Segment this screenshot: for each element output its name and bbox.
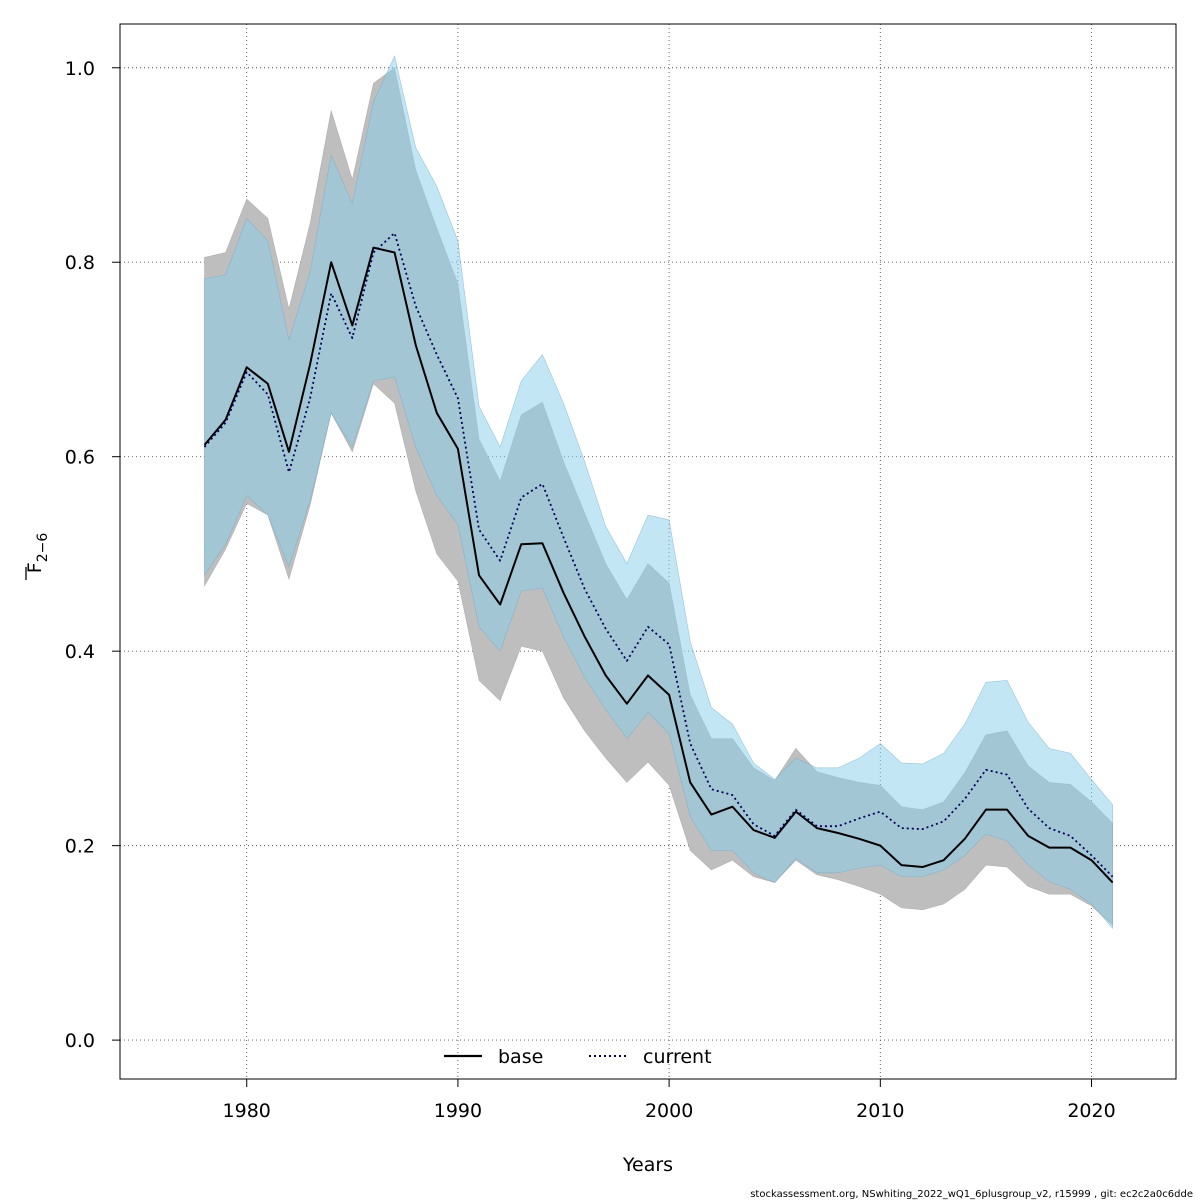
svg-text:F2−6: F2−6 <box>24 533 51 574</box>
x-axis-ticks: 1980 1990 2000 2010 2020 <box>223 1079 1116 1122</box>
plot-frame <box>119 23 1177 1080</box>
y-axis-label-subscript: 2−6 <box>35 533 51 563</box>
y-axis-label-main: F <box>24 562 46 573</box>
y-axis-ticks: 0.0 0.2 0.4 0.6 0.8 1.0 <box>65 58 120 1052</box>
legend-label-base: base <box>498 1046 543 1068</box>
line-current <box>203 232 1114 878</box>
x-tick-label-0: 1980 <box>223 1100 271 1122</box>
y-tick-label-0: 0.0 <box>65 1030 95 1052</box>
x-tick-label-1: 1990 <box>434 1100 482 1122</box>
confidence-bands <box>204 55 1113 930</box>
y-tick-label-2: 0.4 <box>65 641 95 663</box>
x-tick-label-2: 2000 <box>645 1100 693 1122</box>
y-tick-label-1: 0.2 <box>65 836 95 858</box>
y-tick-label-4: 0.8 <box>65 252 95 274</box>
y-axis-label: F2−6 <box>24 533 51 580</box>
line-base <box>203 246 1114 884</box>
legend-label-current: current <box>643 1046 712 1068</box>
x-tick-label-4: 2020 <box>1067 1100 1115 1122</box>
y-tick-label-5: 1.0 <box>65 58 95 80</box>
y-tick-label-3: 0.6 <box>65 447 95 469</box>
x-tick-label-3: 2010 <box>856 1100 904 1122</box>
x-axis-label: Years <box>622 1154 673 1176</box>
footer-source-text: stockassessment.org, NSwhiting_2022_wQ1_… <box>750 1189 1193 1200</box>
band-current <box>204 55 1113 930</box>
legend: base current <box>444 1046 712 1068</box>
series-lines <box>203 232 1114 884</box>
